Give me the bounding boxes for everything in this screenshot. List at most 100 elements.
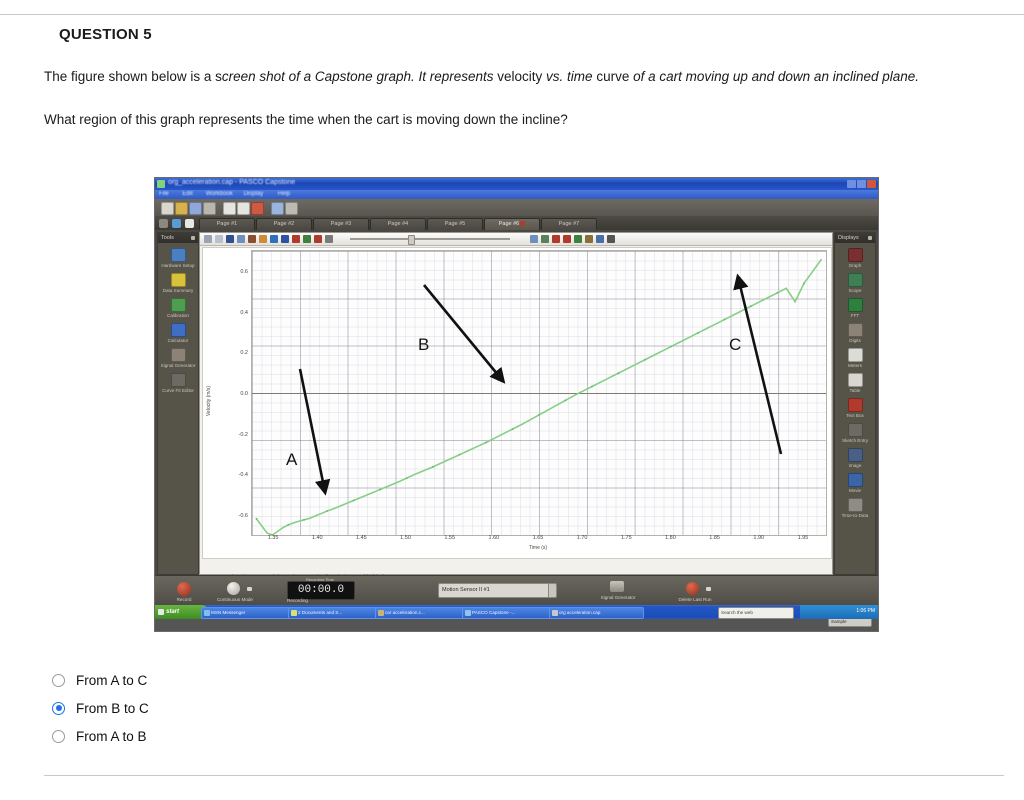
- data-point: [287, 523, 290, 526]
- main-toolbar[interactable]: [155, 199, 878, 217]
- start-button[interactable]: start: [155, 605, 208, 619]
- menu-item-display[interactable]: Display: [243, 191, 264, 197]
- print-icon[interactable]: [203, 202, 216, 215]
- record-button[interactable]: [177, 582, 191, 596]
- data-point: [723, 318, 726, 321]
- menu-item-help[interactable]: Help: [277, 191, 291, 197]
- scale-to-fit-icon[interactable]: [530, 235, 538, 243]
- zoom-slider-handle[interactable]: [408, 235, 415, 245]
- radio-button[interactable]: [52, 673, 65, 687]
- highlight-tool-icon[interactable]: [259, 235, 267, 243]
- copy-icon[interactable]: [237, 202, 250, 215]
- display-time-to-data[interactable]: Time-to-Data: [835, 498, 875, 518]
- delete-dropdown-icon[interactable]: [706, 587, 711, 591]
- cut-icon[interactable]: [223, 202, 236, 215]
- maximize-icon[interactable]: [857, 180, 866, 188]
- display-meters[interactable]: Meters: [835, 348, 875, 368]
- curve-fit-icon[interactable]: [325, 235, 333, 243]
- tab-close-icon[interactable]: [520, 221, 526, 227]
- menu-item-workbook[interactable]: Workbook: [205, 191, 233, 197]
- rate-stepper[interactable]: [548, 583, 557, 598]
- display-sketch-entry[interactable]: Sketch Entry: [835, 423, 875, 443]
- display-fft[interactable]: FFT: [835, 298, 875, 318]
- tool-signal-generator[interactable]: Signal Generator: [158, 348, 198, 368]
- mode-dropdown-icon[interactable]: [247, 587, 252, 591]
- taskbar-item-1[interactable]: MSN Messenger: [201, 607, 296, 619]
- system-tray[interactable]: 1:06 PM: [800, 605, 878, 619]
- settings-icon[interactable]: [596, 235, 604, 243]
- tool-calculator[interactable]: Calculator: [158, 323, 198, 343]
- paste-icon[interactable]: [251, 202, 264, 215]
- tool-curve-fit-editor[interactable]: Curve Fit Editor: [158, 373, 198, 393]
- display-movie[interactable]: Movie: [835, 473, 875, 493]
- taskbar-item-4[interactable]: PASCO Capstone -...: [462, 607, 557, 619]
- page-tab-bar[interactable]: Page #1 Page #2 Page #3 Page #4 Page #5 Page …: [155, 216, 878, 231]
- open-icon[interactable]: [175, 202, 188, 215]
- answer-options: From A to C From B to C From A to B: [52, 666, 149, 750]
- radio-button[interactable]: [52, 701, 65, 715]
- answer-option-2[interactable]: From B to C: [52, 694, 149, 722]
- delta-icon[interactable]: [314, 235, 322, 243]
- redo-icon[interactable]: [285, 202, 298, 215]
- taskbar-item-2[interactable]: 2 Documents and S...: [288, 607, 383, 619]
- graph-toolbar[interactable]: [200, 233, 832, 246]
- page-view-icon[interactable]: [159, 219, 168, 228]
- display-image[interactable]: Image: [835, 448, 875, 468]
- run-select-icon[interactable]: [574, 235, 582, 243]
- move-tool-icon[interactable]: [237, 235, 245, 243]
- new-icon[interactable]: [161, 202, 174, 215]
- new-page-icon[interactable]: [185, 219, 194, 228]
- statistics-icon[interactable]: [292, 235, 300, 243]
- menu-item-file[interactable]: File: [159, 191, 169, 197]
- menu-item-edit[interactable]: Edit: [182, 191, 193, 197]
- close-icon[interactable]: [867, 180, 876, 188]
- plot-canvas[interactable]: [251, 250, 827, 536]
- mean-icon[interactable]: [303, 235, 311, 243]
- pin-icon[interactable]: [868, 236, 872, 240]
- save-icon[interactable]: [189, 202, 202, 215]
- delete-last-run-button[interactable]: [686, 582, 699, 595]
- delete-icon[interactable]: [563, 235, 571, 243]
- minimize-icon[interactable]: [847, 180, 856, 188]
- data-select-icon[interactable]: [270, 235, 278, 243]
- display-text-box[interactable]: Text Box: [835, 398, 875, 418]
- answer-option-3[interactable]: From A to B: [52, 722, 149, 750]
- x-tick-9: 1.80: [665, 535, 676, 541]
- pencil-icon[interactable]: [585, 235, 593, 243]
- display-scope[interactable]: Scope: [835, 273, 875, 293]
- signal-generator-button[interactable]: [610, 581, 624, 592]
- answer-option-1[interactable]: From A to C: [52, 666, 149, 694]
- continuous-mode-button[interactable]: [227, 582, 240, 595]
- legend-icon[interactable]: [281, 235, 289, 243]
- hardware-setup-icon: [170, 248, 186, 262]
- select-tool-icon[interactable]: [204, 235, 212, 243]
- more-icon[interactable]: [607, 235, 615, 243]
- window-controls[interactable]: [847, 180, 876, 188]
- tool-data-summary[interactable]: Data Summary: [158, 273, 198, 293]
- undo-icon[interactable]: [271, 202, 284, 215]
- taskbar-search-input[interactable]: Search the web: [718, 607, 794, 619]
- page-title: QUESTION 5: [59, 26, 152, 43]
- tool-hardware-setup[interactable]: Hardware Setup: [158, 248, 198, 268]
- menu-bar[interactable]: File Edit Workbook Display Help: [155, 190, 878, 199]
- pin-icon[interactable]: [191, 236, 195, 240]
- sensor-select[interactable]: Motion Sensor II #1: [438, 583, 553, 598]
- display-digits[interactable]: Digits: [835, 323, 875, 343]
- tool-calibration[interactable]: Calibration: [158, 298, 198, 318]
- scale-tool-icon[interactable]: [248, 235, 256, 243]
- data-point: [538, 414, 540, 416]
- axis-lock-icon[interactable]: [541, 235, 549, 243]
- question-fragment-2: velocity: [497, 69, 547, 84]
- workbook-icon[interactable]: [172, 219, 181, 228]
- display-graph[interactable]: Graph: [835, 248, 875, 268]
- display-table[interactable]: Table: [835, 373, 875, 393]
- taskbar-item-3[interactable]: car acceleration.c...: [375, 607, 470, 619]
- zoom-slider[interactable]: [350, 238, 510, 240]
- taskbar-item-5[interactable]: org acceleration.cap: [549, 607, 644, 619]
- panel-item-label: Graph: [848, 263, 862, 268]
- zoom-tool-icon[interactable]: [215, 235, 223, 243]
- radio-button[interactable]: [52, 729, 65, 743]
- pan-tool-icon[interactable]: [226, 235, 234, 243]
- add-text-icon[interactable]: [552, 235, 560, 243]
